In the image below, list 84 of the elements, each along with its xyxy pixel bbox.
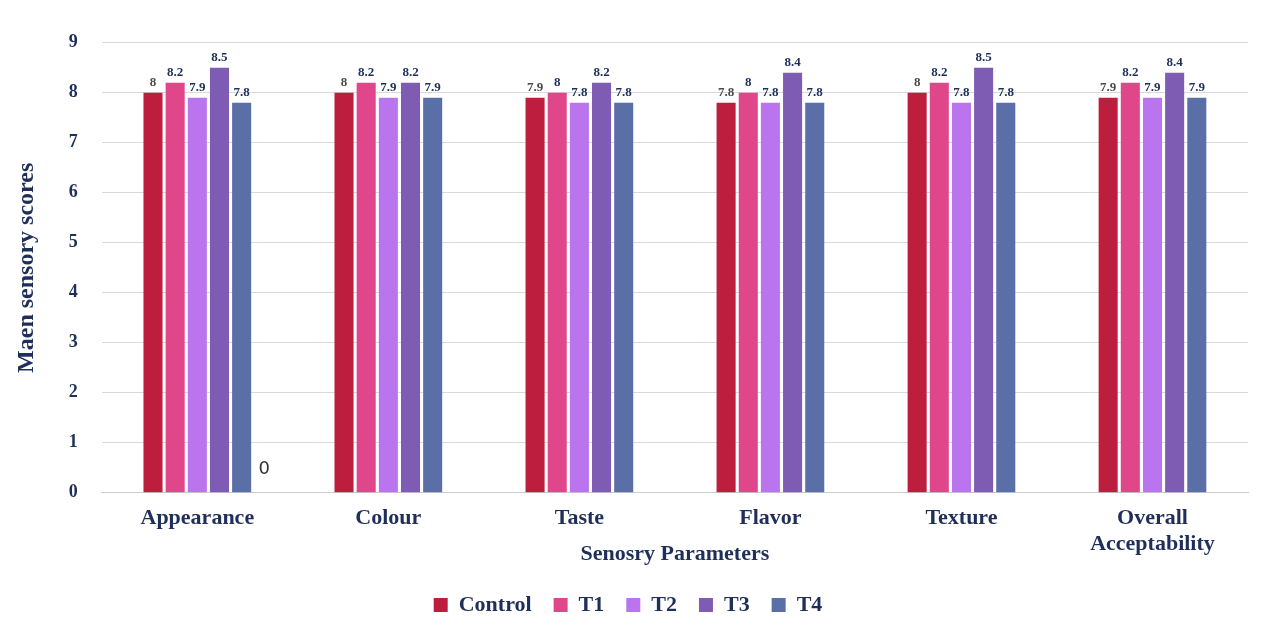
y-tick-label: 6: [68, 181, 78, 202]
x-tick-label: Overall Acceptability: [1090, 503, 1215, 556]
data-label: 7.9: [380, 78, 397, 94]
x-tick-label: Texture: [925, 503, 998, 529]
data-label: 8.4: [1166, 53, 1184, 69]
bar: [1165, 72, 1185, 493]
y-tick-label: 9: [68, 31, 78, 52]
bar: [378, 97, 398, 493]
data-label: 7.8: [233, 83, 251, 99]
bar: [547, 92, 567, 493]
data-label: 7.8: [717, 83, 735, 99]
bar: [738, 92, 758, 493]
data-label: 8: [745, 73, 753, 89]
data-label: 7.8: [615, 83, 633, 99]
bar: [1187, 97, 1207, 493]
bar: [1120, 82, 1140, 493]
bar: [716, 102, 736, 493]
bar: [996, 102, 1016, 493]
x-tick-label: Colour: [355, 503, 422, 529]
y-tick-label: 7: [68, 131, 78, 152]
y-tick-label: 4: [68, 281, 78, 302]
data-label: 7.9: [189, 78, 206, 94]
data-label: 7.8: [997, 83, 1015, 99]
x-axis-title: Senosry Parameters: [580, 540, 770, 566]
bar: [1142, 97, 1163, 493]
y-tick-label: 0: [68, 481, 78, 502]
bar: [423, 97, 443, 493]
data-label: 8.4: [784, 53, 802, 69]
y-tick-label: 1: [68, 431, 78, 452]
bar: [165, 82, 185, 493]
y-tick-label: 3: [68, 331, 78, 352]
data-label: 8.2: [402, 63, 419, 79]
legend-label: T1: [578, 590, 605, 616]
data-label: 8.5: [211, 48, 229, 64]
legend-label: T2: [651, 590, 677, 616]
data-label: 7.8: [953, 83, 971, 99]
data-label: 8: [149, 73, 157, 89]
legend-label: T3: [723, 590, 750, 616]
x-tick-label: Appearance: [140, 503, 255, 529]
data-label: 8.2: [931, 63, 948, 79]
legend-label: T4: [796, 590, 823, 616]
bar: [209, 67, 230, 493]
bar: [907, 92, 927, 493]
data-label: 8.5: [975, 48, 993, 64]
data-label: 7.9: [1144, 78, 1162, 94]
legend-label: Control: [458, 590, 532, 616]
bar: [187, 97, 207, 493]
bar: [569, 102, 589, 493]
bar: [805, 102, 825, 493]
data-label: 7.9: [526, 78, 544, 94]
bar: [143, 92, 163, 493]
data-label: 7.8: [762, 83, 780, 99]
data-label: 7.8: [571, 83, 589, 99]
data-label: 7.9: [424, 78, 442, 94]
data-label: 8: [553, 73, 561, 89]
data-label: 7.9: [1100, 78, 1117, 94]
x-tick-label: Flavor: [739, 503, 802, 529]
bar: [783, 72, 803, 493]
annotation: 0: [258, 457, 270, 479]
y-tick-label: 2: [68, 381, 78, 402]
data-label: 8.2: [593, 63, 610, 79]
bar: [400, 82, 421, 493]
bar: [974, 67, 994, 493]
x-tick-label: Taste: [554, 503, 605, 529]
bar: [525, 97, 545, 493]
data-label: 8: [340, 73, 348, 89]
y-tick-label: 5: [68, 231, 78, 252]
data-label: 7.9: [1188, 78, 1206, 94]
y-tick-label: 8: [68, 81, 78, 102]
bar: [232, 102, 252, 493]
data-label: 8.2: [167, 63, 184, 79]
bar: [614, 102, 634, 493]
bar: [929, 82, 949, 493]
data-label: 8.2: [1122, 63, 1139, 79]
bar: [951, 102, 971, 493]
bar: [356, 82, 376, 493]
data-label: 8.2: [358, 63, 375, 79]
bar: [334, 92, 354, 493]
data-label: 7.8: [806, 83, 824, 99]
y-axis-title: Maen sensory scores: [11, 162, 38, 373]
bar: [760, 102, 780, 493]
bar: [1098, 97, 1118, 493]
data-label: 8: [913, 73, 921, 89]
bar: [592, 82, 612, 493]
